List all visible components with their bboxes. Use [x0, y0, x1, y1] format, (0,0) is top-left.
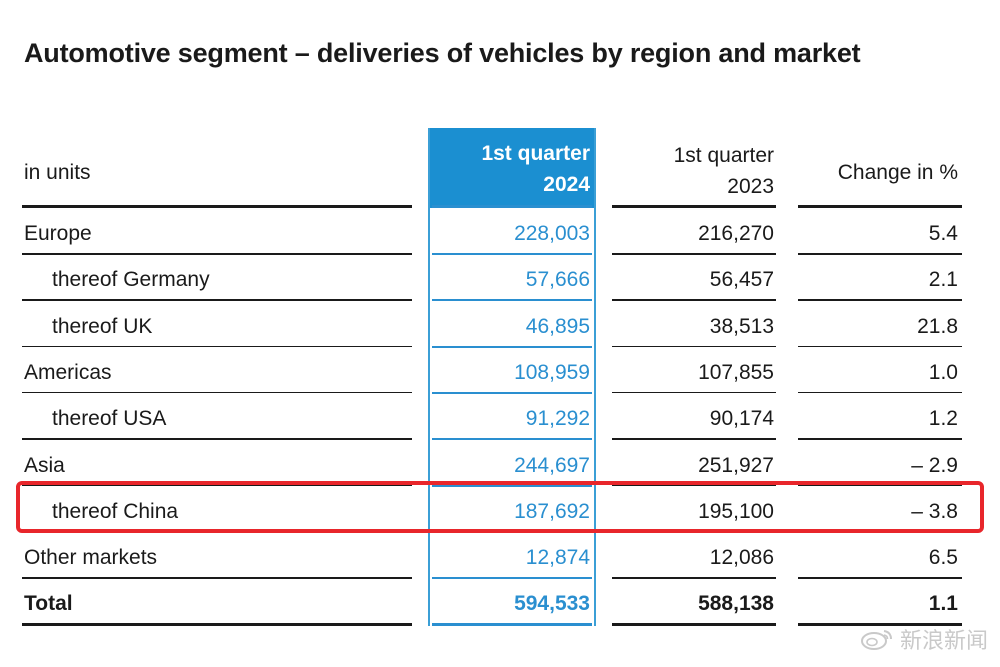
cell-q1-2023: 90,174	[709, 407, 774, 431]
row-rule-col2	[612, 484, 776, 486]
row-rule-col1	[432, 345, 592, 348]
row-rule-col2	[612, 438, 776, 440]
row-rule-col1	[432, 253, 592, 255]
row-rule-col2	[612, 345, 776, 348]
row-label: thereof UK	[52, 314, 153, 338]
header-rule-col1	[432, 205, 592, 208]
row-rule-col3	[798, 345, 962, 348]
row-rule-col1	[432, 438, 592, 441]
row-label: Europe	[24, 222, 92, 245]
cell-q1-2024: 46,895	[525, 314, 590, 338]
cell-q1-2024: 187,692	[514, 499, 590, 523]
row-rule-col3	[798, 438, 962, 440]
cell-change: 5.4	[928, 222, 958, 245]
row-label: Americas	[24, 360, 112, 384]
weibo-logo-icon	[860, 630, 892, 650]
cell-q1-2024: 57,666	[525, 268, 590, 292]
row-rule-col2	[612, 253, 776, 255]
china-row-annotation-box	[16, 481, 984, 533]
cell-change: – 3.8	[911, 499, 958, 523]
row-rule-col2	[612, 299, 776, 301]
row-rule-col1	[432, 577, 592, 580]
cell-change: 21.8	[917, 314, 958, 338]
cell-q1-2023: 38,513	[709, 314, 774, 338]
cell-q1-2024: 12,874	[525, 546, 590, 570]
watermark: 新浪新闻	[860, 623, 988, 655]
row-rule-label	[22, 577, 412, 579]
header-rule-label	[22, 205, 412, 208]
row-rule-label	[22, 299, 412, 301]
cell-q1-2024: 228,003	[514, 222, 590, 245]
row-rule-label	[22, 484, 412, 486]
cell-change: 1.2	[928, 407, 958, 431]
row-label: Asia	[24, 453, 65, 477]
row-rule-col3	[798, 299, 962, 301]
row-label: thereof China	[52, 499, 179, 523]
col-header-q1-2024: 1st quarter 2024	[481, 138, 590, 200]
col-header-q1-2023-line1: 1st quarter	[673, 144, 774, 167]
row-rule-label	[22, 623, 412, 627]
col-header-change: Change in %	[837, 161, 958, 184]
col-header-q1-2024-line2: 2024	[543, 173, 590, 196]
highlight-column-header-bg	[428, 128, 596, 208]
cell-change: 2.1	[928, 268, 958, 292]
cell-change: 1.0	[928, 360, 958, 384]
unit-header: in units	[24, 161, 91, 184]
row-rule-col2	[612, 391, 776, 394]
row-rule-col3	[798, 577, 962, 579]
cell-q1-2023: 12,086	[709, 546, 774, 570]
row-rule-label	[22, 345, 412, 348]
cell-q1-2024: 594,533	[514, 592, 590, 616]
cell-q1-2023: 56,457	[709, 268, 774, 292]
row-label: Total	[24, 592, 73, 616]
row-rule-col1	[432, 484, 592, 487]
col-header-q1-2023-line2: 2023	[727, 175, 774, 198]
col-header-q1-2024-line1: 1st quarter	[481, 142, 590, 165]
row-rule-label	[22, 438, 412, 440]
row-rule-col2	[612, 577, 776, 579]
cell-change: 6.5	[928, 546, 958, 570]
cell-q1-2023: 251,927	[698, 453, 774, 477]
cell-q1-2023: 107,855	[698, 360, 774, 384]
highlight-column-border	[428, 128, 596, 626]
cell-q1-2023: 588,138	[698, 592, 774, 616]
row-rule-col1	[432, 391, 592, 394]
row-label: thereof Germany	[52, 268, 210, 292]
cell-q1-2023: 195,100	[698, 499, 774, 523]
row-rule-col2	[612, 623, 776, 627]
row-label: Other markets	[24, 546, 158, 570]
row-rule-label	[22, 253, 412, 255]
cell-q1-2024: 108,959	[514, 360, 590, 384]
row-label: thereof USA	[52, 407, 167, 431]
row-rule-col1	[432, 623, 592, 627]
header-rule-col3	[798, 205, 962, 208]
cell-q1-2024: 244,697	[514, 453, 590, 477]
row-rule-col3	[798, 391, 962, 394]
cell-change: – 2.9	[911, 453, 958, 477]
watermark-text: 新浪新闻	[899, 628, 988, 653]
row-rule-col3	[798, 484, 962, 486]
row-rule-col3	[798, 253, 962, 255]
col-header-q1-2023: 1st quarter 2023	[674, 140, 774, 202]
page-title: Automotive segment – deliveries of vehic…	[24, 38, 861, 68]
row-rule-col1	[432, 299, 592, 302]
cell-q1-2023: 216,270	[698, 222, 774, 245]
row-rule-label	[22, 391, 412, 394]
row-rule-col3	[798, 623, 962, 627]
cell-q1-2024: 91,292	[525, 407, 590, 431]
header-rule-col2	[612, 205, 776, 208]
cell-change: 1.1	[928, 592, 958, 616]
